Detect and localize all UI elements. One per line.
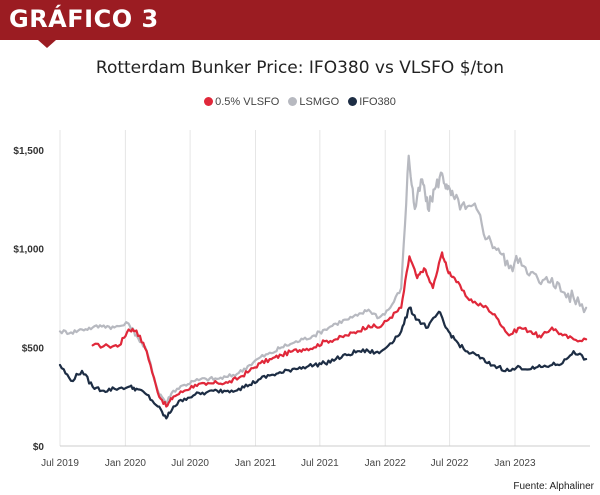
series-line-lsmgo — [58, 154, 588, 404]
legend-swatch-lsmgo — [288, 97, 298, 106]
chart-title: Rotterdam Bunker Price: IFO380 vs VLSFO … — [95, 58, 505, 78]
header-banner: GRÁFICO 3 — [0, 0, 600, 40]
x-tick-label: Jan 2020 — [105, 458, 147, 469]
x-tick-label: Jul 2020 — [171, 458, 209, 469]
source-note: Fuente: Alphaliner — [513, 481, 594, 492]
legend-label-ifo380: IFO380 — [359, 96, 396, 108]
x-tick-label: Jan 2023 — [494, 458, 536, 469]
line-chart: Jul 2019 Jan 2020 Jul 2020 Jan 2021 Jul 2021… — [13, 130, 590, 469]
chart-legend: 0.5% VLSFO LSMGO IFO380 — [0, 96, 600, 108]
y-tick-label: $1,500 — [13, 146, 44, 157]
legend-item-lsmgo: LSMGO — [288, 96, 339, 108]
y-tick-label: $0 — [33, 442, 45, 453]
legend-item-vlsfo: 0.5% VLSFO — [204, 96, 279, 108]
x-tick-label: Jan 2021 — [235, 458, 277, 469]
y-tick-label: $1,000 — [13, 245, 44, 256]
line-layer — [58, 154, 588, 420]
x-tick-label: Jul 2019 — [41, 458, 79, 469]
tick-layer: Jul 2019 Jan 2020 Jul 2020 Jan 2021 Jul 2021… — [13, 146, 536, 469]
x-tick-label: Jul 2022 — [431, 458, 469, 469]
series-line-0-5-vlsfo — [91, 251, 588, 408]
figure-label: GRÁFICO 3 — [9, 5, 159, 33]
legend-swatch-vlsfo — [204, 97, 214, 106]
grid-layer — [59, 130, 590, 447]
x-tick-label: Jul 2021 — [301, 458, 339, 469]
legend-label-vlsfo: 0.5% VLSFO — [215, 96, 280, 108]
y-tick-label: $500 — [22, 343, 45, 354]
x-tick-label: Jan 2022 — [365, 458, 407, 469]
banner-notch — [38, 40, 56, 48]
legend-label-lsmgo: LSMGO — [299, 96, 340, 108]
legend-item-ifo380: IFO380 — [348, 96, 396, 108]
series-line-ifo380 — [58, 306, 588, 420]
legend-swatch-ifo380 — [348, 97, 358, 106]
